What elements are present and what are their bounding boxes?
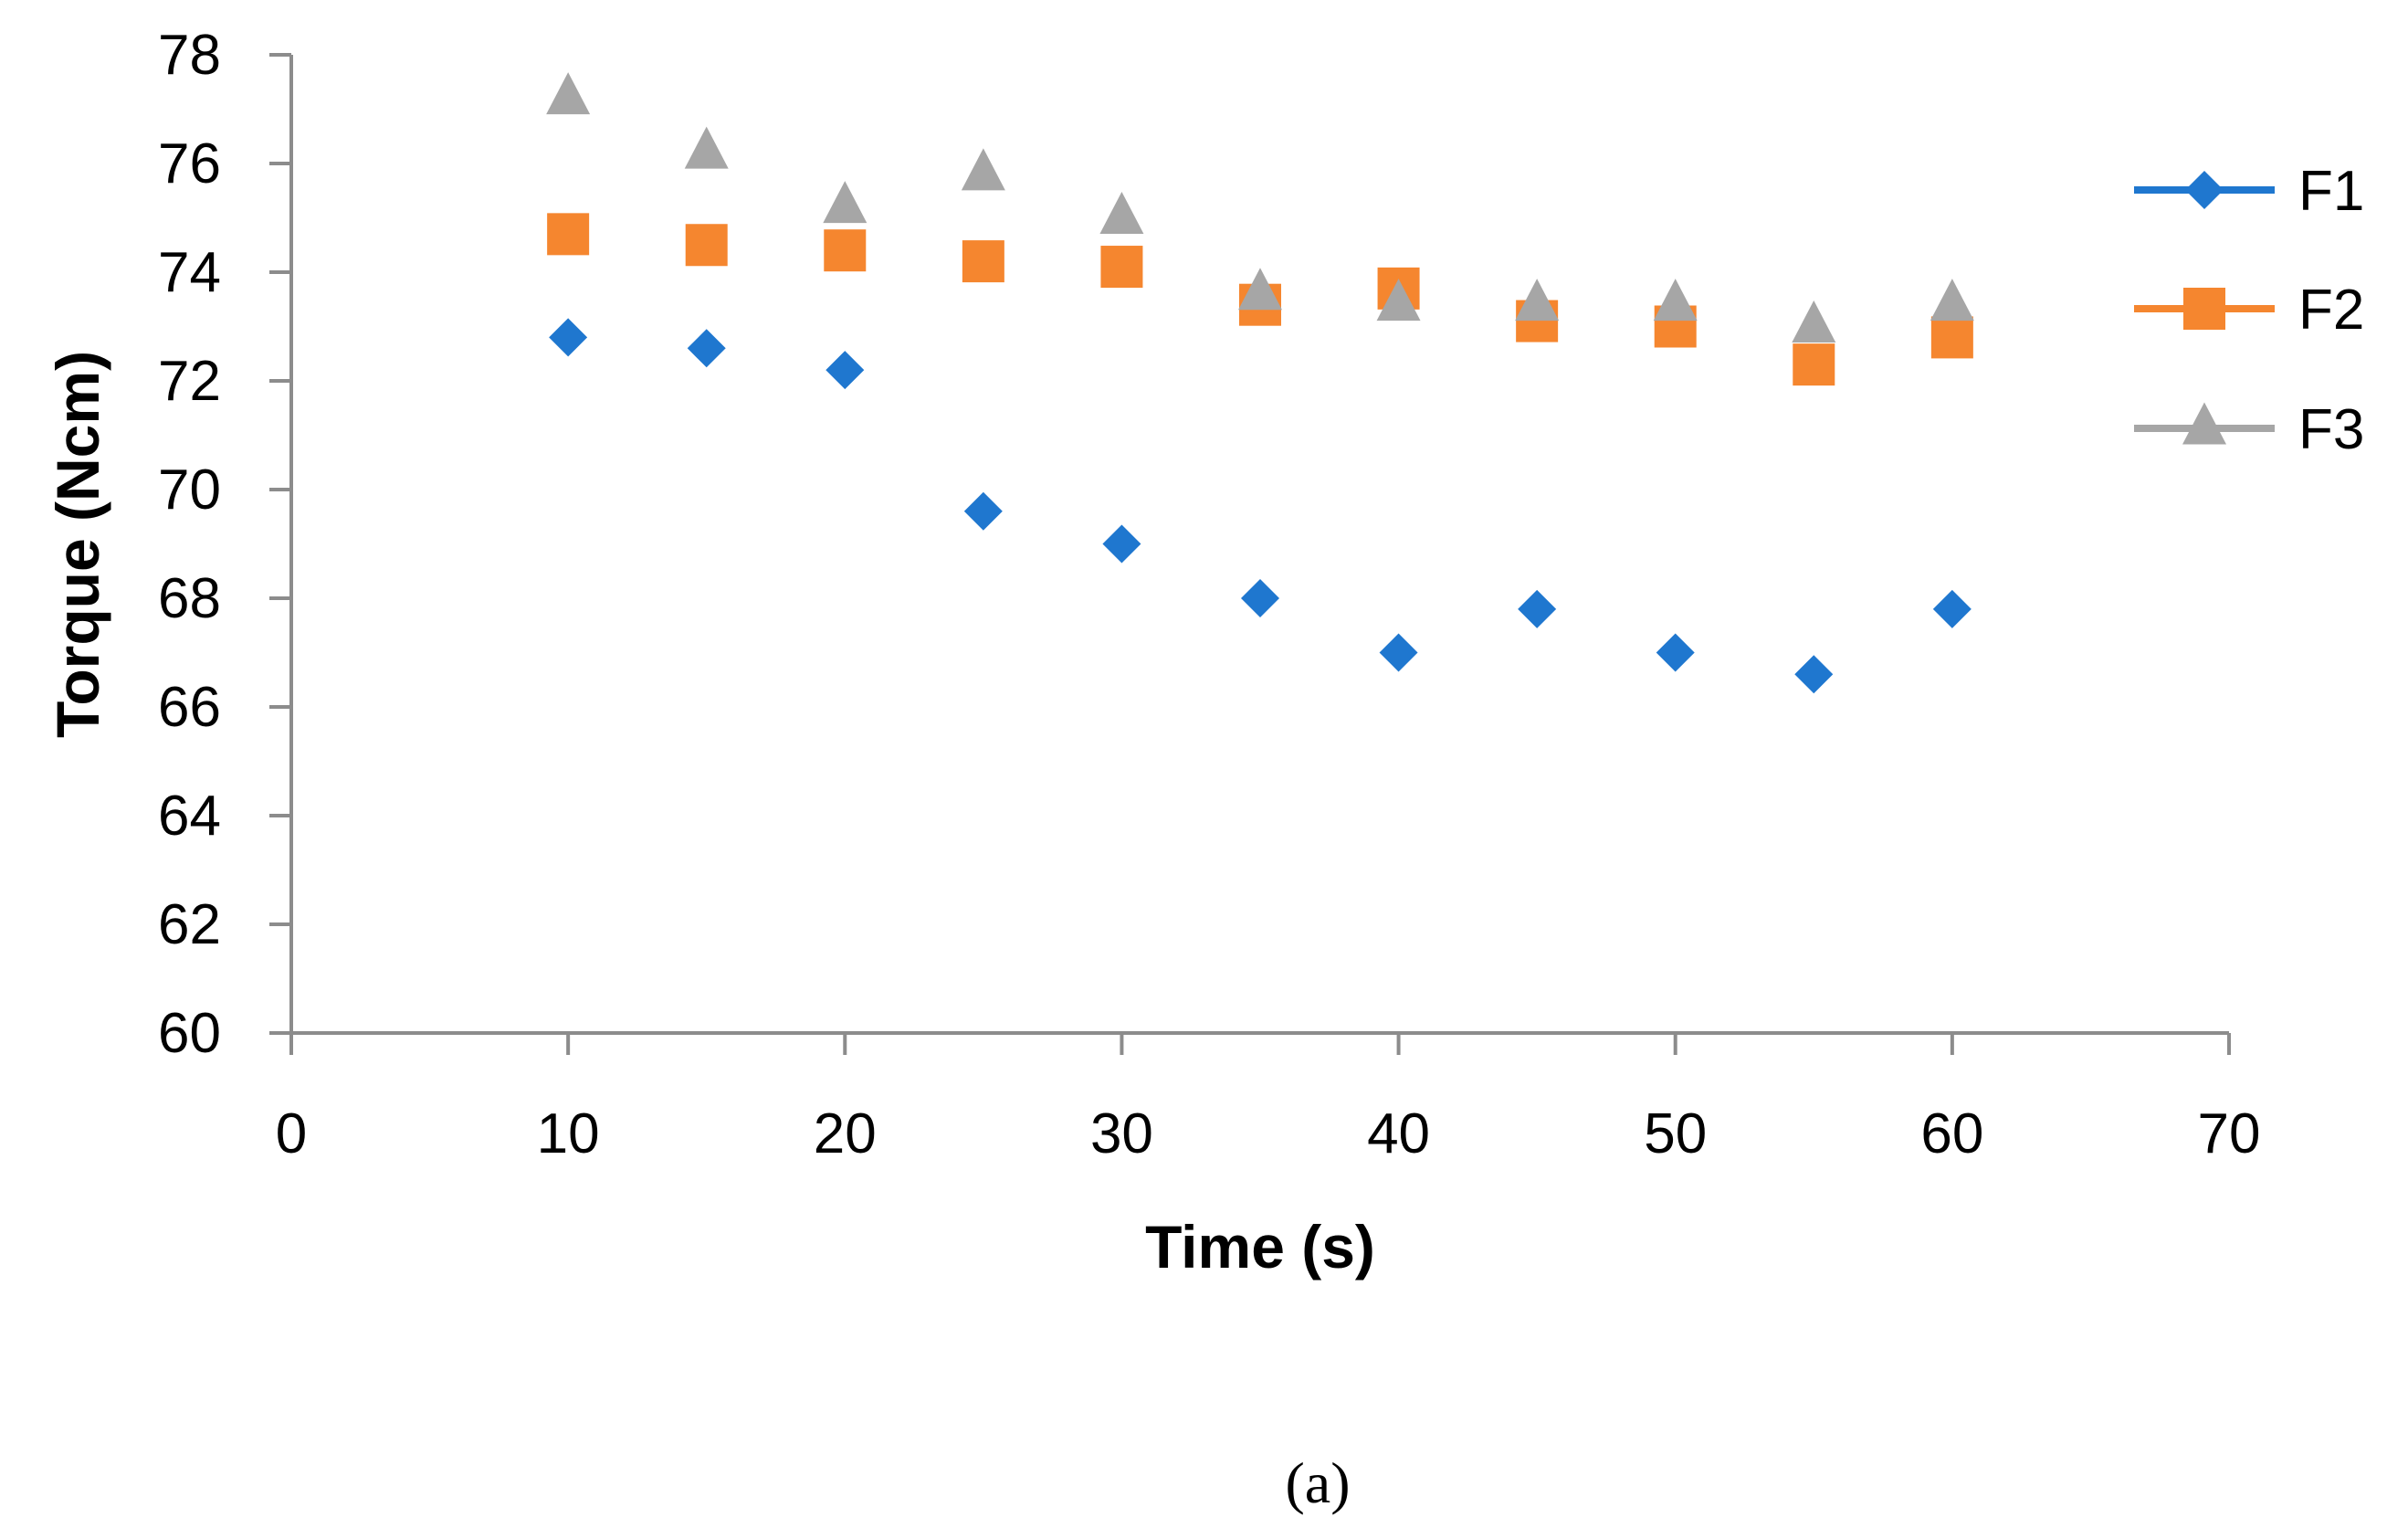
data-point-f2 <box>1793 343 1835 386</box>
data-point-f1 <box>1102 524 1141 564</box>
data-point-f2 <box>1930 316 1973 359</box>
data-point-f3 <box>1099 191 1144 234</box>
data-point-f3 <box>1792 300 1836 343</box>
data-point-f1 <box>1241 579 1279 617</box>
y-tick-label: 76 <box>158 132 221 195</box>
y-tick-label: 74 <box>158 241 221 304</box>
legend-marker-f3 <box>2182 402 2226 445</box>
x-tick-label: 30 <box>1090 1102 1153 1165</box>
x-tick-label: 20 <box>814 1102 877 1165</box>
legend-item-f3: F3 <box>2134 398 2364 461</box>
data-series <box>546 72 1974 694</box>
data-point-f3 <box>823 181 868 224</box>
x-tick-label: 40 <box>1367 1102 1430 1165</box>
data-point-f3 <box>961 148 1005 191</box>
legend-item-f2: F2 <box>2134 279 2364 342</box>
data-point-f3 <box>684 126 729 169</box>
x-ticks: 0 10 20 30 40 50 60 70 <box>276 1033 2261 1165</box>
x-tick-label: 70 <box>2198 1102 2261 1165</box>
x-tick-label: 10 <box>537 1102 600 1165</box>
y-tick-label: 70 <box>158 459 221 522</box>
legend-label: F1 <box>2298 160 2364 223</box>
y-tick-label: 66 <box>158 676 221 739</box>
data-point-f1 <box>963 491 1003 531</box>
y-axis-title: Torque (Ncm) <box>44 351 111 738</box>
legend-item-f1: F1 <box>2134 160 2364 223</box>
data-point-f3 <box>1515 279 1560 322</box>
data-point-f3 <box>546 72 591 115</box>
data-point-f2 <box>547 213 590 256</box>
series-f2 <box>547 213 1973 386</box>
data-point-f3 <box>1238 268 1282 311</box>
legend-label: F3 <box>2298 398 2364 461</box>
x-tick-label: 50 <box>1644 1102 1707 1165</box>
data-point-f3 <box>1653 279 1698 322</box>
data-point-f1 <box>1656 633 1695 672</box>
legend-label: F2 <box>2298 279 2364 342</box>
y-tick-label: 62 <box>158 893 221 956</box>
data-point-f1 <box>1518 589 1557 628</box>
data-point-f2 <box>685 224 728 267</box>
data-point-f1 <box>1379 633 1418 672</box>
data-point-f2 <box>1100 246 1143 289</box>
data-point-f1 <box>825 351 865 390</box>
data-point-f1 <box>687 329 726 368</box>
data-point-f1 <box>1932 589 1972 628</box>
data-point-f1 <box>549 318 588 357</box>
data-point-f2 <box>962 240 1004 283</box>
y-tick-label: 64 <box>158 785 221 848</box>
x-tick-label: 60 <box>1920 1102 1983 1165</box>
data-point-f3 <box>1376 279 1421 322</box>
legend-marker-f1 <box>2185 171 2224 209</box>
y-tick-label: 60 <box>158 1002 221 1065</box>
y-tick-label: 72 <box>158 350 221 413</box>
data-point-f1 <box>1794 655 1834 694</box>
x-tick-label: 0 <box>276 1102 307 1165</box>
axes <box>289 55 2229 1035</box>
legend-marker-f2 <box>2183 288 2225 330</box>
x-axis-title: Time (s) <box>1145 1213 1375 1281</box>
legend: F1 F2 F3 <box>2134 160 2364 461</box>
series-f3 <box>546 72 1974 343</box>
data-point-f3 <box>1930 279 1974 322</box>
figure-caption: (a) <box>1285 1450 1350 1515</box>
y-tick-label: 78 <box>158 24 221 87</box>
series-f1 <box>549 318 1972 694</box>
data-point-f2 <box>824 229 867 272</box>
y-tick-label: 68 <box>158 567 221 630</box>
y-ticks: 60 62 64 66 68 70 72 74 76 78 <box>158 24 291 1065</box>
